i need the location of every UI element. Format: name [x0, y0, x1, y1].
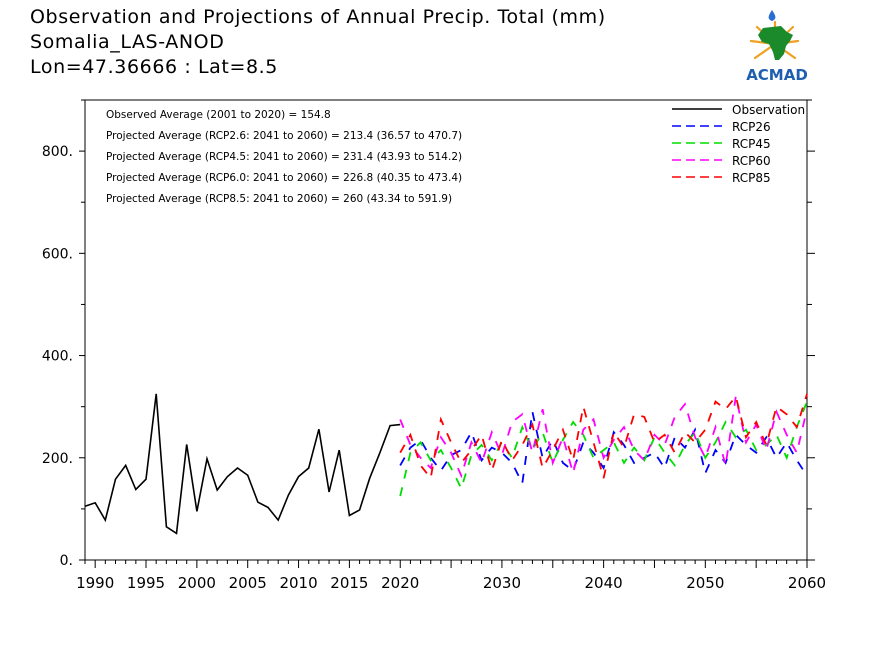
legend-label-rcp26: RCP26 [732, 120, 771, 134]
y-tick-label: 0. [60, 553, 73, 569]
x-tick-label: 2015 [330, 574, 368, 592]
x-tick-label: 1995 [127, 574, 165, 592]
legend-label-rcp85: RCP85 [732, 171, 771, 185]
x-tick-label: 2020 [381, 574, 419, 592]
legend-label-rcp60: RCP60 [732, 154, 771, 168]
annotation-line: Projected Average (RCP4.5: 2041 to 2060)… [106, 151, 462, 163]
annotation-line: Projected Average (RCP2.6: 2041 to 2060)… [106, 130, 462, 142]
plot-frame [84, 99, 808, 561]
chart-title: Observation and Projections of Annual Pr… [30, 6, 606, 28]
x-tick-label: 2050 [686, 574, 724, 592]
y-tick-label: 200. [42, 451, 73, 467]
africa-map-icon: ACMAD [746, 10, 808, 84]
x-tick-label: 2000 [178, 574, 216, 592]
x-tick-label: 2005 [229, 574, 267, 592]
legend-label-observation: Observation [732, 103, 805, 117]
x-tick-label: 1990 [76, 574, 114, 592]
acmad-logo: ACMAD [735, 8, 819, 86]
annotation-line: Projected Average (RCP6.0: 2041 to 2060)… [106, 172, 462, 184]
y-tick-label: 600. [42, 246, 73, 262]
chart-subtitle-location: Somalia_LAS-ANOD [30, 31, 225, 53]
series-line-rcp85 [399, 393, 808, 481]
series-line-rcp26 [399, 411, 808, 487]
x-tick-label: 2040 [585, 574, 623, 592]
y-tick-label: 400. [42, 349, 73, 365]
x-tick-label: 2060 [788, 574, 826, 592]
x-tick-label: 2010 [279, 574, 317, 592]
series-line-rcp45 [399, 401, 808, 497]
series-line-rcp60 [399, 396, 808, 479]
series-line-observation [84, 393, 401, 535]
annotation-line: Projected Average (RCP8.5: 2041 to 2060)… [106, 193, 452, 205]
chart-subtitle-coordinates: Lon=47.36666 : Lat=8.5 [30, 56, 278, 78]
legend-label-rcp45: RCP45 [732, 137, 771, 151]
y-tick-label: 800. [42, 144, 73, 160]
x-tick-label: 2030 [483, 574, 521, 592]
logo-text: ACMAD [746, 66, 808, 84]
annotation-line: Observed Average (2001 to 2020) = 154.8 [106, 109, 331, 121]
